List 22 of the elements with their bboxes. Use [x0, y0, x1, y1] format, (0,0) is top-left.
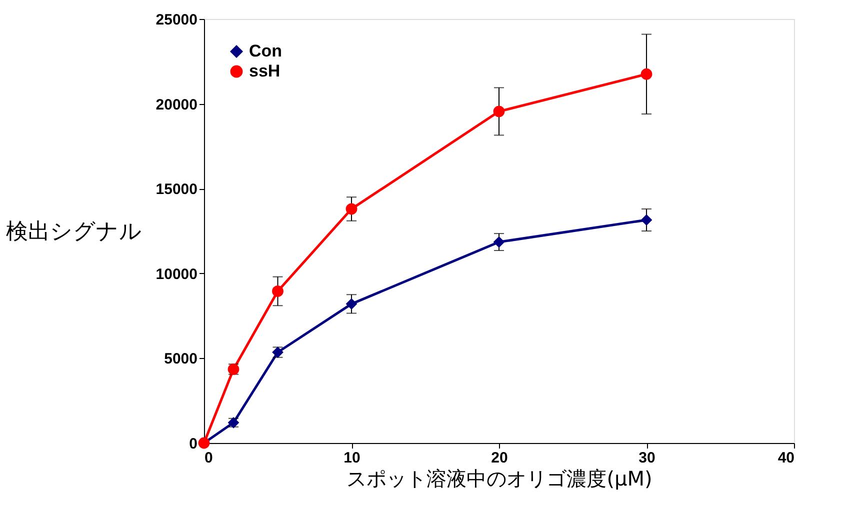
legend-label: Con — [249, 42, 282, 60]
point — [640, 68, 652, 80]
y-tick-label: 10000 — [156, 266, 198, 283]
y-axis-title: 検出シグナル — [6, 220, 142, 244]
y-tick-label: 5000 — [164, 350, 198, 368]
point — [272, 286, 284, 297]
point — [640, 214, 652, 226]
y-tick-label: 20000 — [156, 96, 198, 114]
y-tick-label: 25000 — [156, 12, 198, 28]
x-axis-title: スポット溶液中のオリゴ濃度(μM) — [346, 466, 652, 490]
x-tick-label: 20 — [491, 450, 508, 466]
point — [346, 203, 358, 215]
x-tick-label: 30 — [638, 450, 656, 466]
y-tick-label: 15000 — [156, 181, 198, 198]
point — [493, 236, 505, 248]
x-tick-label: 40 — [778, 450, 794, 466]
y-tick-label: 0 — [189, 436, 198, 452]
legend-label: ssH — [249, 62, 280, 80]
x-tick-label: 0 — [204, 450, 213, 466]
point — [346, 298, 358, 310]
point — [493, 106, 505, 118]
x-tick-label: 10 — [344, 450, 360, 466]
